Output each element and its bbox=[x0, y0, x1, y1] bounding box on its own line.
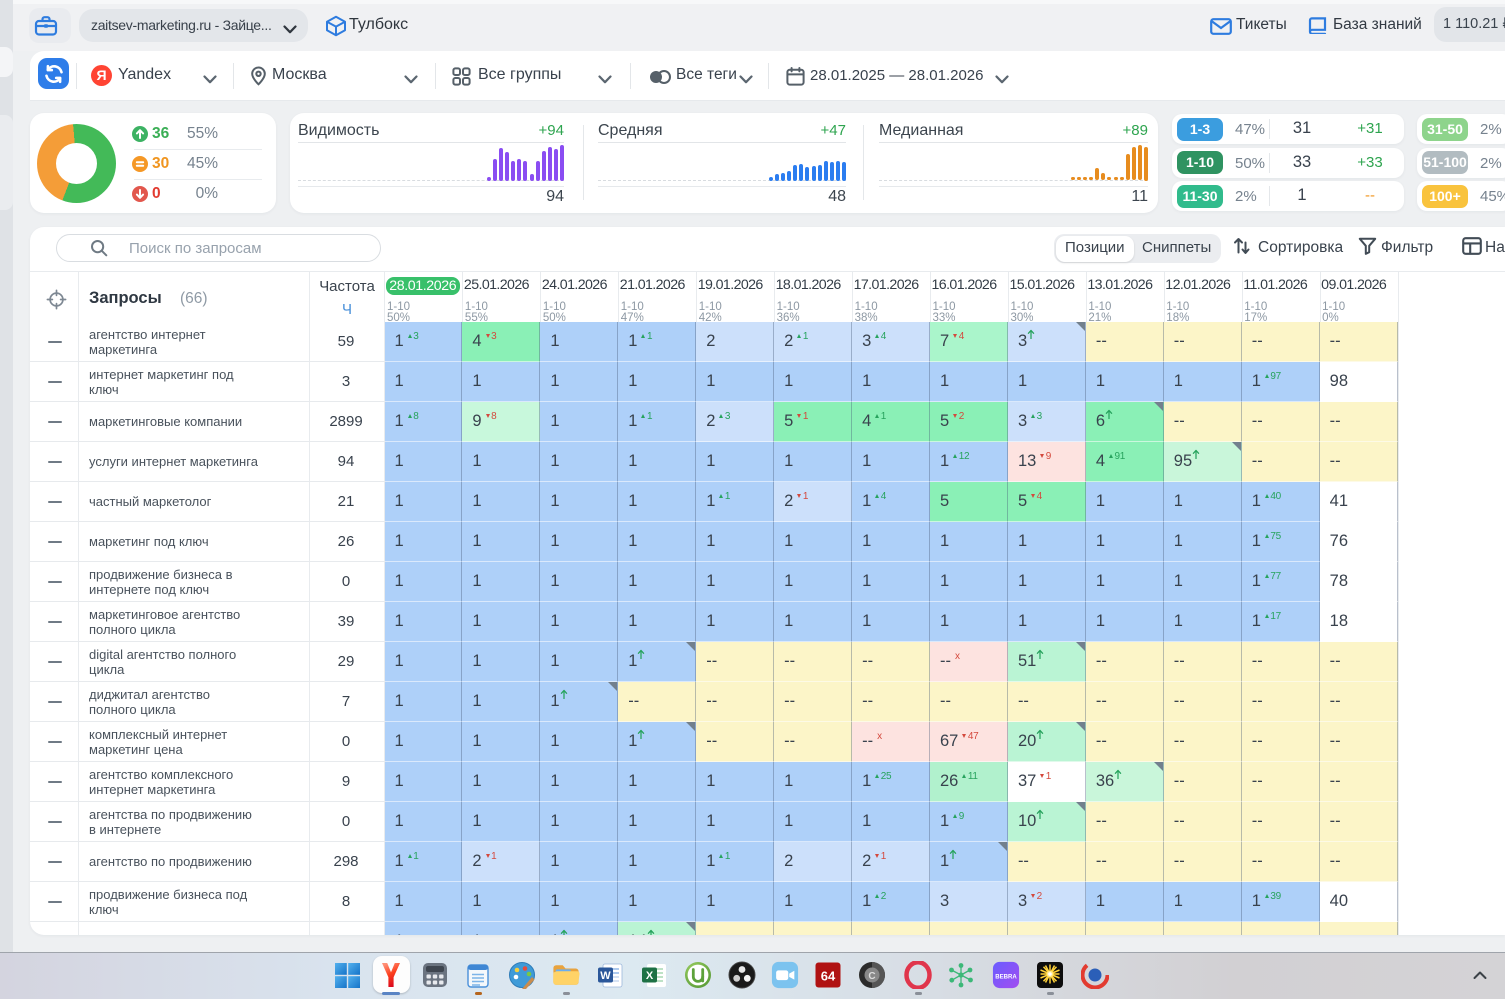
svg-text:BEBRA: BEBRA bbox=[995, 974, 1017, 980]
svg-text:C: C bbox=[868, 971, 875, 982]
svg-text:X: X bbox=[645, 970, 653, 982]
svg-text:64: 64 bbox=[821, 969, 836, 984]
svg-text:W: W bbox=[600, 970, 611, 982]
